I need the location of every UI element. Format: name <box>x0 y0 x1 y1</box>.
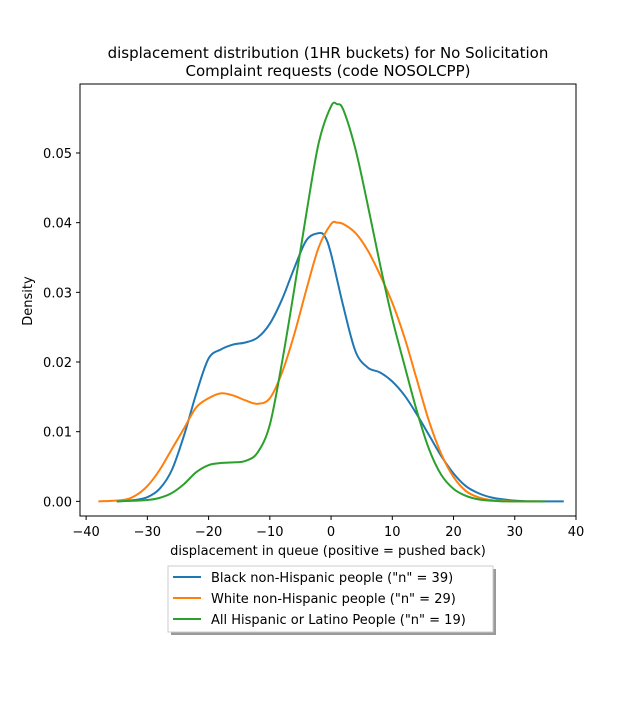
x-tick-label: −10 <box>256 525 283 540</box>
y-tick-label: 0.00 <box>43 495 72 510</box>
y-tick-label: 0.01 <box>43 426 72 441</box>
x-tick-label: 0 <box>327 525 335 540</box>
x-tick-label: −30 <box>134 525 161 540</box>
legend-label-3: All Hispanic or Latino People ("n" = 19) <box>211 613 466 628</box>
x-tick-label: 30 <box>506 525 523 540</box>
series-line-1 <box>116 231 564 503</box>
y-tick-label: 0.03 <box>43 286 72 301</box>
series-line-2 <box>98 220 540 503</box>
series-line-3 <box>116 101 546 503</box>
legend-label-1: Black non-Hispanic people ("n" = 39) <box>211 571 453 586</box>
chart-title-line-1: displacement distribution (1HR buckets) … <box>108 44 549 62</box>
legend-label-2: White non-Hispanic people ("n" = 29) <box>211 592 456 607</box>
y-tick-label: 0.05 <box>43 147 72 162</box>
y-tick-label: 0.02 <box>43 356 72 371</box>
x-tick-label: −40 <box>72 525 99 540</box>
x-tick-label: 40 <box>568 525 585 540</box>
x-tick-label: 10 <box>384 525 401 540</box>
x-tick-label: −20 <box>195 525 222 540</box>
plot-area: −40 −30 −20 −10 0 10 20 30 40 0.00 0.01 0.02 0.03 0.0… <box>43 83 585 540</box>
y-tick-label: 0.04 <box>43 217 72 232</box>
y-axis-label: Density <box>21 276 36 326</box>
x-axis-label: displacement in queue (positive = pushed… <box>170 544 486 559</box>
plot-frame <box>79 83 577 517</box>
chart-title-line-2: Complaint requests (code NOSOLCPP) <box>186 62 471 80</box>
legend-box <box>167 565 494 633</box>
legend: Black non-Hispanic people ("n" = 39) Whit… <box>167 565 496 635</box>
x-tick-label: 20 <box>445 525 462 540</box>
